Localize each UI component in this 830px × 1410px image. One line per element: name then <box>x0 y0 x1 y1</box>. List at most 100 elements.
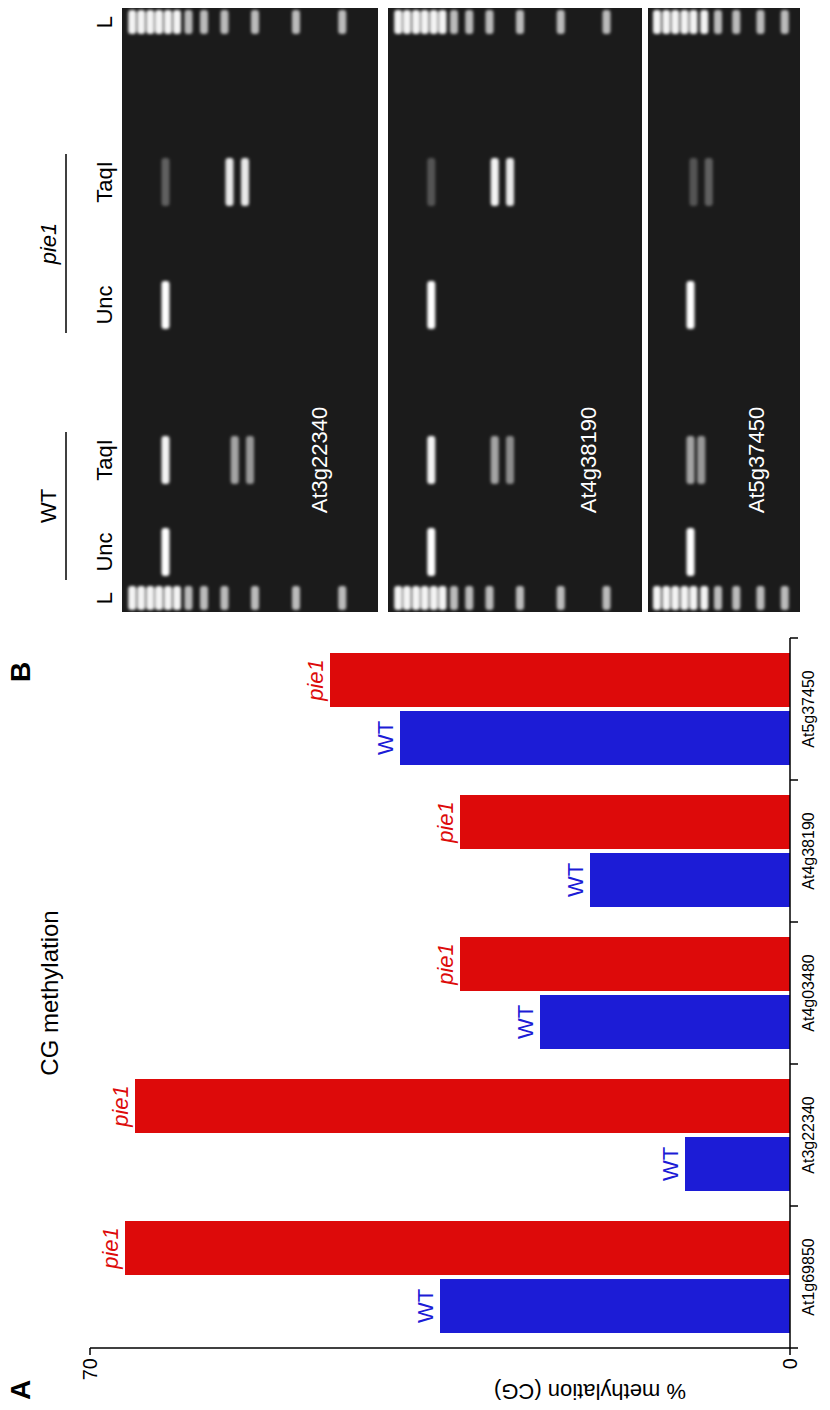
x-tick-label: At4g38190 <box>800 812 817 890</box>
band <box>185 586 193 610</box>
group-line <box>65 154 67 333</box>
x-tick-label: At1g69850 <box>800 1238 817 1316</box>
bar <box>400 711 790 765</box>
band <box>200 586 208 610</box>
band <box>220 10 228 34</box>
band <box>155 586 163 610</box>
lane-label: Unc <box>92 285 117 324</box>
bar <box>540 995 790 1049</box>
band <box>173 586 181 610</box>
band <box>781 586 789 610</box>
lane-label: TaqI <box>92 439 117 481</box>
band <box>155 10 163 34</box>
band <box>412 10 420 34</box>
band <box>231 436 239 484</box>
gel-background <box>648 8 800 612</box>
bands <box>128 10 346 610</box>
bands <box>653 10 789 610</box>
band <box>690 586 698 610</box>
x-tick-label: At5g37450 <box>800 670 817 748</box>
band <box>653 586 661 610</box>
band <box>427 158 435 206</box>
bar-label: WT <box>658 1147 683 1181</box>
band <box>220 586 228 610</box>
band <box>697 436 705 484</box>
band <box>137 586 145 610</box>
chart-title: CG methylation <box>36 910 63 1075</box>
x-axis <box>789 638 791 1348</box>
y-tick-label: 70 <box>79 1358 101 1380</box>
band <box>226 158 234 206</box>
y-axis <box>90 1347 790 1349</box>
band <box>687 528 695 576</box>
band <box>162 281 170 329</box>
band <box>164 586 172 610</box>
bars <box>125 653 790 1333</box>
band <box>714 586 722 610</box>
panel-label: A <box>5 1380 36 1400</box>
gel <box>388 8 642 612</box>
band <box>146 586 154 610</box>
bar-label: pie1 <box>98 1227 123 1270</box>
lane-label: L <box>92 16 117 28</box>
bar-label: pie1 <box>433 943 458 986</box>
band <box>173 10 181 34</box>
band <box>516 586 524 610</box>
band <box>732 586 740 610</box>
band <box>427 281 435 329</box>
band <box>486 586 494 610</box>
bar <box>590 853 790 907</box>
band <box>292 10 300 34</box>
x-tick <box>790 637 798 639</box>
band <box>241 158 249 206</box>
band <box>394 586 402 610</box>
band <box>251 10 259 34</box>
bar-label: WT <box>413 1289 438 1323</box>
band <box>671 586 679 610</box>
band <box>756 586 764 610</box>
gene-label: At3g22340 <box>307 407 332 513</box>
bar-label: WT <box>373 721 398 755</box>
band <box>602 10 610 34</box>
bar <box>460 795 790 849</box>
band <box>690 158 698 206</box>
band <box>491 158 499 206</box>
bar-label: pie1 <box>303 659 328 702</box>
bar-label: pie1 <box>433 801 458 844</box>
band <box>137 10 145 34</box>
bar <box>330 653 790 707</box>
y-axis-title: % methylation (CG) <box>494 1379 686 1404</box>
bar-label: WT <box>563 863 588 897</box>
band <box>162 436 170 484</box>
bar <box>440 1279 790 1333</box>
band <box>128 10 136 34</box>
group-line <box>65 432 67 580</box>
x-tick <box>790 1205 798 1207</box>
canvas: A CG methylation WT WT WT WT WT pie1 pie1 pie1 pie… <box>0 0 830 1410</box>
lane-label: L <box>92 592 117 604</box>
bar-label: WT <box>513 1005 538 1039</box>
band <box>662 10 670 34</box>
band <box>185 10 193 34</box>
band <box>465 10 473 34</box>
group-label: pie1 <box>36 223 61 266</box>
band <box>690 10 698 34</box>
band <box>200 10 208 34</box>
gel <box>648 8 800 612</box>
band <box>700 586 708 610</box>
bar <box>685 1137 790 1191</box>
gel-background <box>388 8 642 612</box>
band <box>662 586 670 610</box>
band <box>439 586 447 610</box>
band <box>430 10 438 34</box>
band <box>700 10 708 34</box>
band <box>491 436 499 484</box>
band <box>403 586 411 610</box>
band <box>756 10 764 34</box>
gel <box>122 8 378 612</box>
band <box>671 10 679 34</box>
group-label: WT <box>36 489 61 523</box>
x-tick <box>790 921 798 923</box>
band <box>439 10 447 34</box>
x-tick <box>790 1347 798 1349</box>
